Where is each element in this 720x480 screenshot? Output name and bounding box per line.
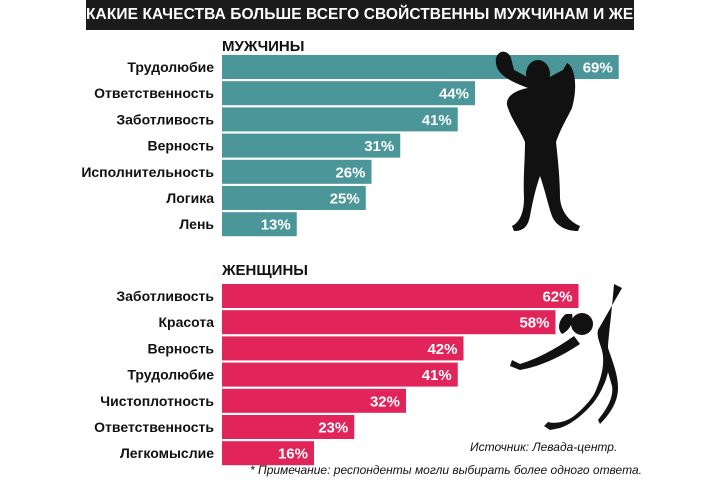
- men-value-label: 26%: [335, 164, 365, 181]
- women-section-title: ЖЕНЩИНЫ: [222, 262, 308, 279]
- men-section-title: МУЖЧИНЫ: [222, 38, 305, 55]
- women-bar: [222, 362, 458, 387]
- men-value-label: 25%: [330, 191, 360, 208]
- men-category-label: Исполнительность: [81, 164, 214, 180]
- source-note: Источник: Левада-центр.: [470, 440, 618, 454]
- men-value-label: 31%: [364, 138, 394, 155]
- women-bar: [222, 284, 579, 308]
- women-category-label: Трудолюбие: [127, 367, 214, 383]
- women-bar: [222, 415, 355, 439]
- men-bar: [222, 133, 401, 158]
- men-category-label: Логика: [166, 190, 214, 206]
- women-category-label: Ответственность: [94, 419, 214, 435]
- women-category-label: Чистоплотность: [100, 393, 214, 409]
- women-value-label: 32%: [370, 393, 400, 410]
- men-category-label: Трудолюбие: [127, 59, 214, 75]
- women-value-label: 23%: [318, 420, 348, 437]
- bodybuilder-silhouette-icon: [495, 51, 580, 232]
- jumping-woman-silhouette-icon: [510, 284, 622, 430]
- men-bar: [222, 107, 458, 132]
- men-bar: [222, 159, 372, 184]
- men-category-label: Ответственность: [94, 85, 214, 101]
- women-category-label: Легкомыслие: [120, 445, 214, 461]
- women-category-label: Заботливость: [116, 288, 214, 304]
- men-bar: [222, 212, 297, 237]
- men-bar: [222, 186, 366, 210]
- men-value-label: 69%: [583, 60, 613, 77]
- men-category-label: Заботливость: [116, 111, 214, 127]
- women-bar: [222, 310, 556, 335]
- women-bar: [222, 336, 464, 361]
- women-value-label: 41%: [422, 367, 452, 384]
- men-category-label: Верность: [147, 138, 214, 154]
- women-value-label: 42%: [427, 341, 457, 358]
- men-value-label: 44%: [439, 86, 469, 103]
- men-value-label: 13%: [261, 217, 291, 234]
- women-value-label: 62%: [542, 289, 572, 306]
- women-category-label: Красота: [158, 314, 214, 330]
- women-bar: [222, 441, 314, 466]
- women-value-label: 16%: [278, 446, 308, 463]
- men-bar: [222, 81, 475, 106]
- women-category-label: Верность: [147, 340, 214, 356]
- chart-title: КАКИЕ КАЧЕСТВА БОЛЬШЕ ВСЕГО СВОЙСТВЕННЫ …: [86, 0, 634, 30]
- men-bar: [222, 55, 619, 79]
- women-bar: [222, 388, 406, 413]
- men-category-label: Лень: [179, 216, 214, 232]
- men-value-label: 41%: [422, 112, 452, 129]
- women-value-label: 58%: [519, 315, 549, 332]
- footnote: * Примечание: респонденты могли выбирать…: [250, 463, 642, 477]
